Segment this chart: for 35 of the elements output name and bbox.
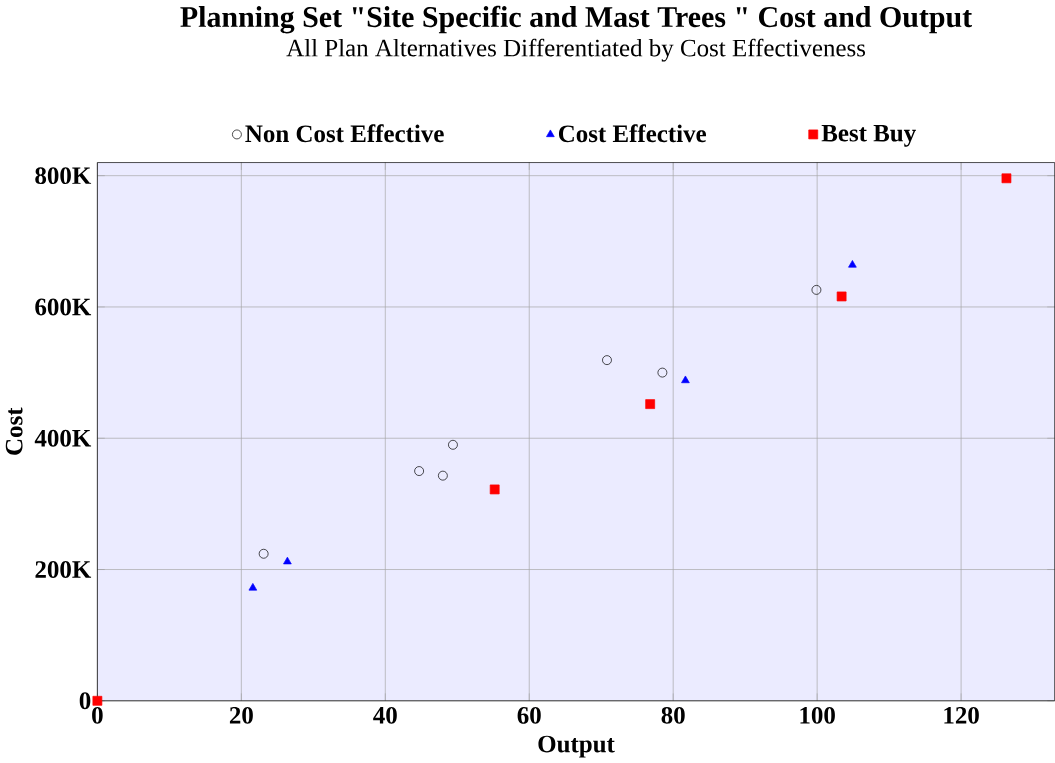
- point: [92, 695, 103, 706]
- y-tick-label: 800K: [35, 167, 92, 184]
- y-tick-label: 0: [79, 692, 91, 710]
- x-tick-label: 100: [800, 706, 835, 724]
- point: [645, 399, 656, 409]
- point: [836, 291, 847, 302]
- x-tick-label: 60: [517, 706, 541, 724]
- point: [248, 582, 258, 591]
- point: [602, 355, 612, 365]
- point: [681, 375, 690, 383]
- point: [848, 259, 857, 268]
- point: [283, 556, 292, 565]
- chart-subtitle: All Plan Alternatives Differentiated by Cost Effectiveness: [286, 38, 866, 62]
- x-tick-label: 20: [229, 706, 253, 724]
- point: [258, 548, 269, 559]
- legend-label: Cost Effective: [558, 124, 707, 143]
- y-tick-label: 600K: [35, 298, 92, 316]
- point: [1001, 173, 1012, 184]
- legend-label: Non Cost Effective: [245, 124, 444, 143]
- point: [438, 470, 448, 481]
- y-tick-label: 200K: [35, 560, 92, 578]
- chart-title: Planning Set "Site Specific and Mast Trees " Cost and Output: [180, 5, 972, 34]
- x-tick-label: 80: [661, 706, 685, 724]
- y-tick-label: 400K: [34, 429, 92, 447]
- x-tick-label: 0: [92, 706, 103, 724]
- x-axis-title: Output: [538, 735, 615, 758]
- point: [489, 484, 500, 495]
- point: [657, 367, 668, 378]
- x-tick-label: 40: [373, 706, 397, 724]
- x-tick-label: 120: [944, 706, 979, 724]
- point: [414, 466, 424, 476]
- point: [811, 284, 822, 295]
- legend-label: Best Buy: [821, 124, 916, 147]
- y-axis-title: Cost: [5, 407, 23, 455]
- point: [448, 439, 458, 450]
